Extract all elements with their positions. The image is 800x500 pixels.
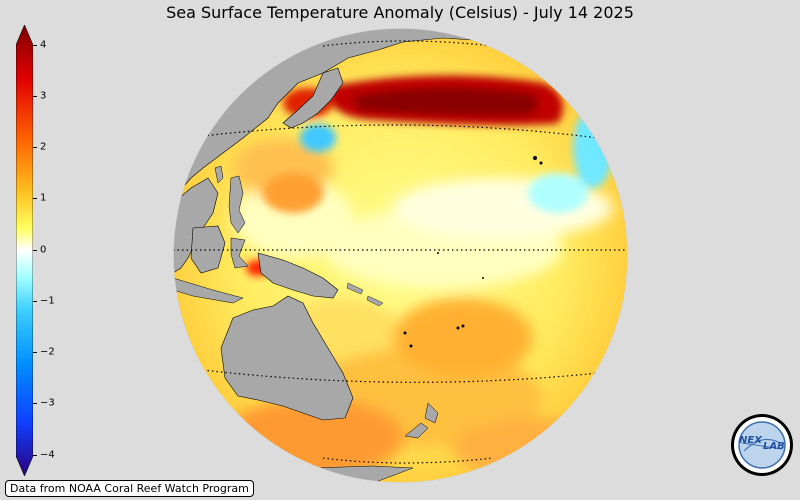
colorbar-tick-label: −4 [40,449,55,461]
colorbar-tick-label: 0 [40,244,47,256]
colorbar [16,25,33,476]
globe-map [173,28,628,483]
japan-landmass [282,67,344,129]
colorbar-tick [33,352,37,353]
colorbar-tick [33,198,37,199]
colorbar-tick [33,301,37,302]
australia-landmass [220,295,354,421]
data-credit: Data from NOAA Coral Reef Watch Program [5,480,254,497]
page-title: Sea Surface Temperature Anomaly (Celsius… [166,3,634,22]
nexlab-logo-icon[interactable]: NEX LAB [730,413,794,477]
colorbar-tick [33,250,37,251]
colorbar-tick-label: −3 [40,397,55,409]
new-zealand-landmass [424,402,439,424]
borneo-landmass [190,225,226,274]
philippines-landmass [228,175,246,234]
colorbar-tick [33,403,37,404]
colorbar-tick-label: 4 [40,39,47,51]
colorbar-tick [33,147,37,148]
colorbar-tick [33,96,37,97]
colorbar-tick [33,45,37,46]
colorbar-tick-label: 2 [40,141,47,153]
new-guinea-landmass [257,252,339,299]
colorbar-tick-label: 3 [40,90,47,102]
colorbar-tick-label: 1 [40,192,47,204]
colorbar-tick-label: −2 [40,346,55,358]
latitude-lines [173,40,628,464]
logo-text-left: NEX [739,435,763,446]
colorbar-tick-label: −1 [40,295,55,307]
colorbar-tick [33,455,37,456]
logo-text-right: LAB [763,441,785,452]
